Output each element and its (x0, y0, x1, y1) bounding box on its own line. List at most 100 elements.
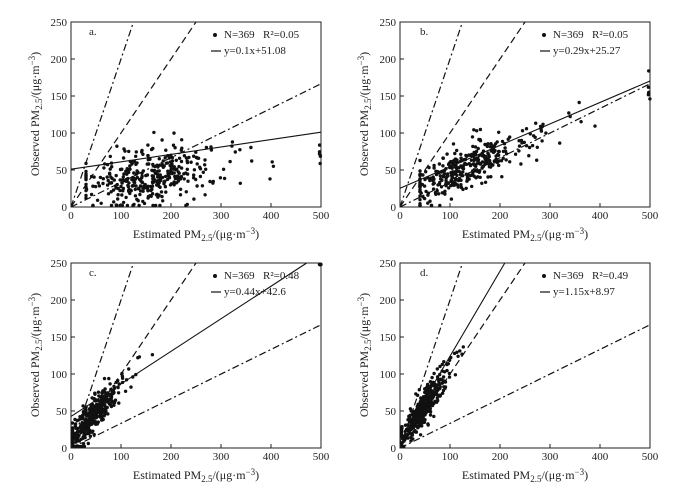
panel-c-point (129, 385, 133, 389)
panel-a-point (121, 200, 126, 205)
panel-a-point (186, 179, 190, 183)
panel-b-point (438, 203, 442, 208)
panel-b-point (544, 131, 548, 135)
panel-c-ytick-label-2: 100 (51, 369, 68, 381)
panel-a-point (156, 173, 160, 177)
panel-a-point (127, 181, 131, 185)
panel-d-point (455, 350, 459, 354)
panel-a-point (176, 170, 180, 174)
panel-a-point (192, 173, 196, 177)
panel-b-point (483, 142, 487, 147)
panel-b-point (486, 162, 490, 166)
panel-a-point (146, 153, 150, 158)
panel-a-point (233, 150, 237, 154)
panel-d-point (429, 393, 433, 397)
panel-a-point (93, 184, 98, 189)
panel-a-point (134, 150, 138, 154)
panel-c-point (116, 391, 121, 395)
panel-d-xtick-label-2: 200 (492, 451, 509, 463)
panel-b-point (459, 185, 464, 190)
panel-c-xtick-label-3: 300 (213, 451, 230, 463)
panel-d-marks (399, 262, 651, 449)
panel-c-point (104, 409, 108, 414)
panel-a-point (133, 180, 137, 185)
panel-b-point (426, 201, 430, 205)
panel-c-reference-line-0 (70, 262, 135, 449)
panel-a-point (182, 177, 186, 181)
panel-d-point (414, 418, 418, 422)
panel-a-fit-line (70, 131, 322, 170)
panel-a-point (169, 164, 174, 168)
panel-c-legend: N=369 R²=0.48 y=0.44x+42.6 (211, 270, 300, 298)
panel-a-point (91, 184, 95, 188)
panel-a-point (95, 198, 100, 202)
panel-b-point (465, 177, 470, 182)
panel-b-point (446, 162, 451, 167)
panel-c-point (103, 412, 107, 417)
panel-d-point (418, 399, 423, 404)
panel-b-point (428, 199, 432, 203)
panel-b-point (495, 160, 500, 165)
panel-d-point (440, 362, 444, 367)
panel-b-point (468, 163, 473, 168)
panel-d-point (434, 383, 439, 387)
panel-a-point (170, 159, 175, 163)
panel-a-legend: N=369 R²=0.05 y=0.1x+51.08 (211, 29, 300, 57)
panel-a-point (116, 197, 120, 201)
panel-a-point (123, 149, 127, 153)
panel-a-point (175, 167, 179, 171)
panel-a-reference-line-0 (70, 21, 135, 208)
panel-d-ytick-label-1: 50 (385, 406, 397, 418)
panel-a-point (145, 162, 149, 166)
panel-a-point (174, 158, 178, 162)
panel-a-point (178, 193, 183, 197)
panel-b-point (455, 148, 459, 153)
panel-b-ytick-label-4: 200 (380, 54, 397, 66)
panel-b-point (459, 183, 463, 187)
panel-c-point (89, 430, 94, 434)
panel-b-point (499, 159, 504, 163)
panel-a-point (124, 195, 128, 200)
panel-b-point (441, 164, 445, 168)
panel-b-point (441, 170, 445, 174)
panel-a-point (160, 194, 164, 199)
panel-d-point (430, 403, 435, 408)
panel-b-point (504, 158, 508, 162)
panel-d-point (443, 385, 448, 389)
panel-a-point (192, 168, 197, 172)
panel-a-ytick-label-2: 100 (51, 128, 68, 140)
panel-d-xtick-label-3: 300 (542, 451, 559, 463)
panel-a-point (158, 203, 162, 208)
panel-a-point (84, 169, 88, 174)
panel-a-point (141, 199, 145, 204)
panel-d-ytick-label-0: 0 (391, 443, 397, 455)
panel-b-point (535, 158, 539, 162)
panel-a-point (131, 183, 136, 188)
panel-a-legend-fit: y=0.1x+51.08 (224, 45, 286, 57)
panel-c-point (108, 382, 112, 386)
panel-a-point (196, 156, 201, 160)
panel-a-point (163, 156, 167, 160)
panel-c-marks (70, 262, 323, 449)
panel-d-point (402, 439, 406, 443)
panel-a-point (112, 200, 116, 204)
panel-a-xtick-label-1: 100 (113, 210, 130, 222)
panel-a-point (112, 178, 116, 182)
panel-a-point (105, 175, 109, 179)
panel-b-point (520, 129, 525, 133)
panel-c-point (70, 431, 75, 436)
panel-a-point (195, 162, 199, 166)
panel-c-point (82, 444, 87, 449)
panel-d-point (399, 430, 404, 434)
panel-a-point (157, 193, 161, 197)
panel-b-point (482, 170, 487, 174)
panel-a-point (155, 181, 160, 186)
panel-d-point (428, 397, 433, 401)
panel-c-point (318, 262, 322, 267)
panel-b-point (478, 137, 482, 142)
panel-d-point (446, 362, 450, 366)
panel-b-point (500, 175, 504, 179)
panel-b-point (503, 146, 507, 150)
panel-d-legend-n: N=369 (553, 270, 584, 282)
panel-a-point (106, 178, 110, 183)
